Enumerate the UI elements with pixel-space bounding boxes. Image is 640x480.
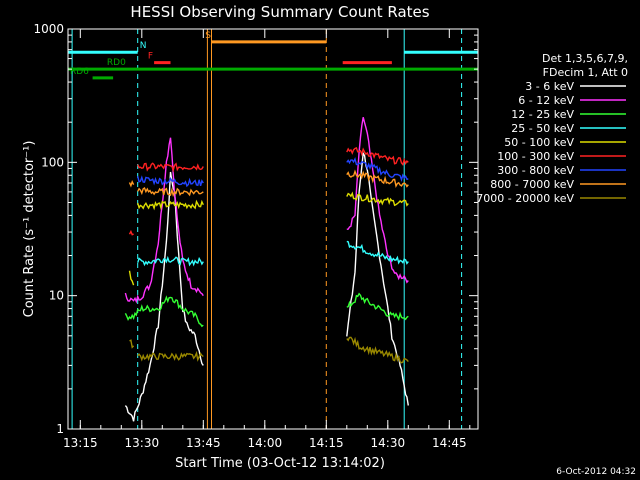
- series-line-8-seg-1: [137, 350, 204, 362]
- legend-label-5: 100 - 300 keV: [497, 150, 574, 163]
- series-line-6-seg-1: [346, 156, 409, 183]
- series-line-3-seg-0: [137, 255, 204, 267]
- state-label-rd6: RD6: [70, 67, 89, 77]
- series-line-5-seg-2: [346, 146, 409, 166]
- x-axis-title: Start Time (03-Oct-12 13:14:02): [175, 456, 385, 471]
- series-line-5-seg-1: [137, 162, 204, 173]
- x-tick-label-2: 13:45: [186, 436, 221, 450]
- series-line-8-seg-0: [129, 339, 135, 349]
- series-line-7-seg-2: [346, 169, 409, 188]
- y-tick-label-0: 1: [56, 422, 64, 436]
- state-label-rd0: RD0: [107, 58, 126, 68]
- legend-label-8: 7000 - 20000 keV: [476, 192, 574, 205]
- legend-label-1: 6 - 12 keV: [518, 94, 574, 107]
- series-line-4-seg-0: [128, 270, 135, 286]
- chart-title: HESSI Observing Summary Count Rates: [130, 3, 429, 21]
- legend-label-0: 3 - 6 keV: [525, 80, 574, 93]
- series-line-2-seg-1: [346, 292, 409, 321]
- legend-header-0: Det 1,3,5,6,7,9,: [542, 52, 628, 65]
- x-tick-label-5: 14:30: [371, 436, 406, 450]
- series-line-3-seg-1: [346, 240, 409, 265]
- x-tick-label-3: 14:00: [248, 436, 283, 450]
- series-line-7-seg-0: [128, 179, 135, 188]
- axes-layer: 13:15 13:30 13:45 14:00 14:15 14:30 14:45 1 10 10…: [33, 22, 478, 450]
- series-line-1-seg-1: [346, 117, 409, 284]
- series-line-6-seg-0: [137, 175, 204, 188]
- series-line-5-seg-0: [128, 229, 134, 236]
- series-line-8-seg-2: [346, 336, 409, 364]
- series-line-1-seg-0: [124, 137, 204, 304]
- legend: Det 1,3,5,6,7,9,FDecim 1, Att 03 - 6 keV…: [476, 52, 628, 205]
- plot-frame: [67, 28, 479, 430]
- legend-header-1: FDecim 1, Att 0: [543, 66, 628, 79]
- series-line-0-seg-0: [124, 171, 204, 422]
- plot-layer: N S F RD0 RD6: [68, 29, 478, 429]
- y-axis-title: Count Rate (s⁻¹ detector⁻¹): [22, 141, 37, 318]
- footer-date: 6-Oct-2012 04:32: [556, 467, 636, 477]
- series-line-7-seg-1: [137, 186, 204, 198]
- x-tick-label-1: 13:30: [125, 436, 160, 450]
- x-tick-label-6: 14:45: [432, 436, 467, 450]
- legend-label-4: 50 - 100 keV: [504, 136, 574, 149]
- legend-label-7: 800 - 7000 keV: [490, 178, 574, 191]
- series-line-4-seg-1: [137, 199, 204, 211]
- x-tick-label-0: 13:15: [63, 436, 98, 450]
- state-label-s: S: [205, 31, 211, 41]
- x-tick-label-4: 14:15: [309, 436, 344, 450]
- legend-label-2: 12 - 25 keV: [511, 108, 574, 121]
- series-line-2-seg-0: [124, 295, 204, 328]
- y-tick-label-2: 100: [41, 155, 64, 169]
- legend-label-6: 300 - 800 keV: [497, 164, 574, 177]
- state-label-f: F: [148, 52, 153, 62]
- legend-label-3: 25 - 50 keV: [511, 122, 574, 135]
- state-label-n: N: [140, 41, 147, 51]
- y-tick-label-3: 1000: [33, 22, 64, 36]
- series-line-4-seg-2: [346, 191, 409, 207]
- y-tick-label-1: 10: [49, 289, 64, 303]
